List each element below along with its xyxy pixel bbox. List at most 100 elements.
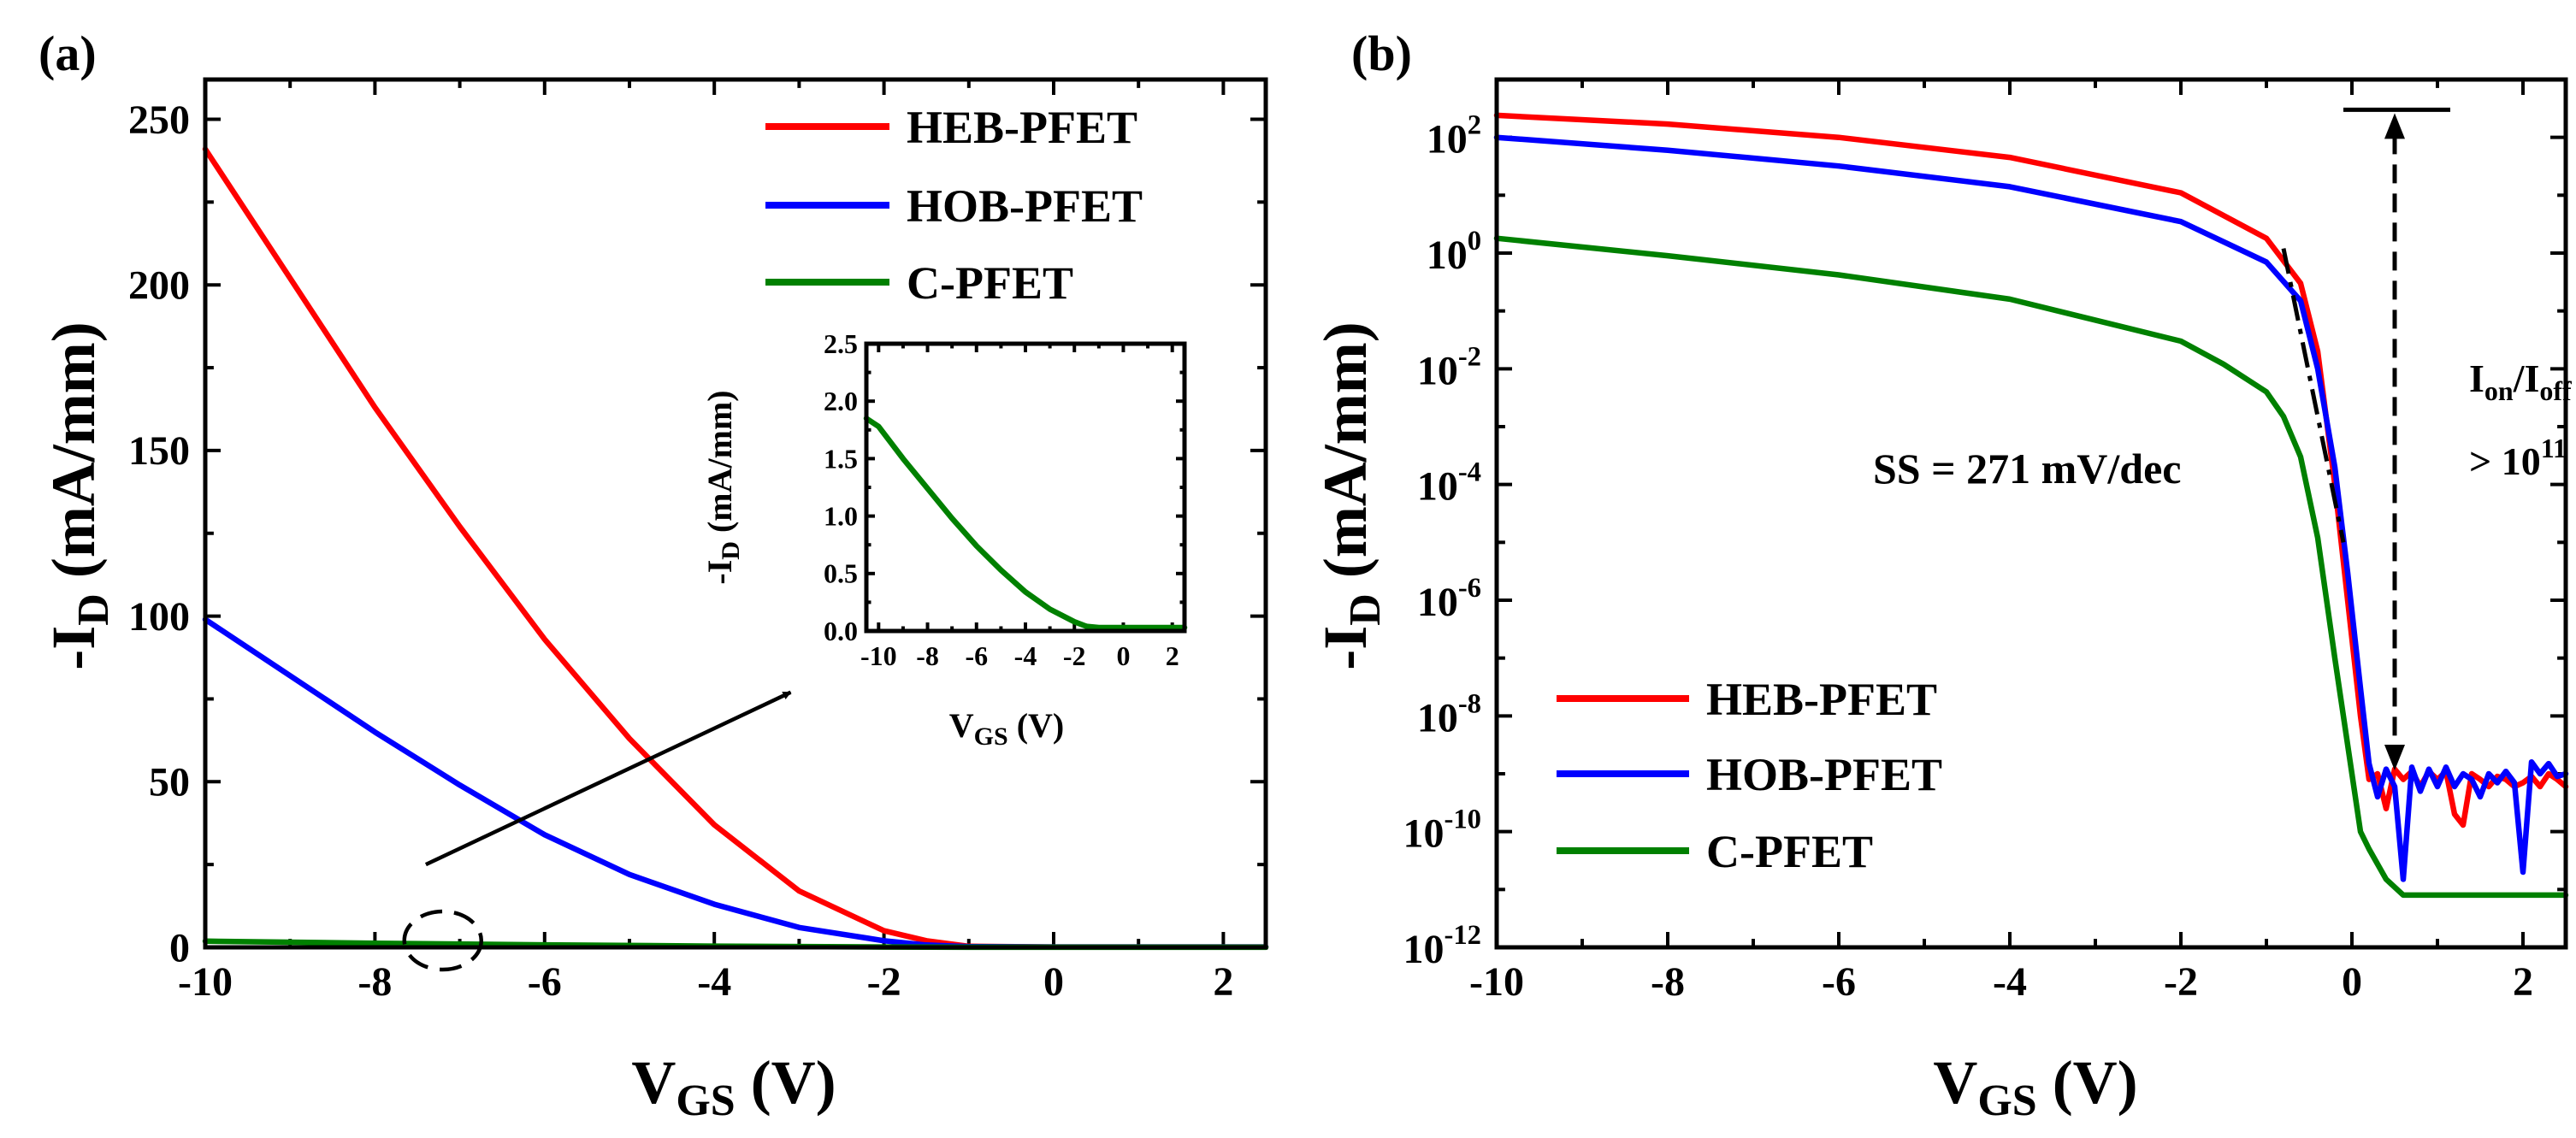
panel-a-legend-label-c: C-PFET: [907, 257, 1073, 309]
panel-b-y-tick-base: 10: [1427, 233, 1468, 278]
inset-x-tick-label: -4: [1014, 640, 1037, 671]
panel-b-y-tick-exponent: 0: [1468, 226, 1481, 256]
panel-b-legend-label-c: C-PFET: [1706, 826, 1873, 877]
panel-b-y-tick-base: 10: [1417, 464, 1458, 510]
panel-b-y-tick-base: 10: [1403, 811, 1445, 857]
panel-a-y-axis-title-sub: D: [69, 593, 118, 626]
inset-plot-area: [866, 344, 1185, 631]
inset-y-tick-label: 2.0: [824, 386, 858, 416]
panel-a-axes-frame: [203, 77, 1268, 950]
panel-a-y-axis-title-unit: (mA/mm): [39, 321, 108, 593]
panel-a-legend-label-hob: HOB-PFET: [907, 180, 1143, 232]
panel-b-label: (b): [1351, 26, 1412, 81]
ss-annotation: SS = 271 mV/dec: [1873, 445, 2181, 492]
panel-b-y-tick-exponent: -8: [1458, 688, 1481, 719]
panel-a-x-tick-label: 0: [1043, 959, 1064, 1005]
panel-b-y-tick-label: 10-10: [1403, 805, 1482, 857]
panel-b-x-tick-label: -2: [2164, 959, 2198, 1005]
panel-b-y-tick-exponent: 2: [1468, 110, 1481, 141]
ratio-exponent: 11: [2541, 433, 2567, 463]
inset-axes-frame: [864, 341, 1187, 634]
panel-b-series-c-pfet: [1493, 235, 2569, 899]
panel-b-y-tick-exponent: -2: [1458, 341, 1481, 372]
inset-x-axis-title-main: V: [949, 706, 974, 745]
panel-b-y-tick-label: 102: [1427, 110, 1481, 162]
panel-a-x-tick-label: -8: [357, 959, 392, 1005]
panel-a-x-tick-label: -2: [867, 959, 901, 1005]
ratio-i-on: I: [2469, 357, 2484, 400]
inset-y-tick-label: 1.0: [824, 500, 858, 531]
on-off-ratio-label-line1: Ion/Ioff: [2469, 357, 2572, 406]
panel-a-y-tick-label: 0: [169, 925, 190, 970]
panel-a-y-tick-label: 250: [128, 97, 190, 143]
inset-y-tick-label: 0.5: [824, 558, 858, 589]
inset-x-tick-label: 2: [1166, 640, 1179, 671]
panel-b-y-axis-title-sub: D: [1341, 593, 1390, 626]
panel-a-legend: HEB-PFET HOB-PFET C-PFET: [765, 102, 1143, 309]
inset-x-axis-title-sub: GS: [974, 722, 1008, 751]
panel-a-legend-entry-heb: HEB-PFET: [765, 102, 1137, 153]
panel-a-y-tick-label: 200: [128, 263, 190, 309]
panel-b-y-axis-title-unit: (mA/mm): [1311, 321, 1380, 593]
panel-b-x-tick-label: -10: [1469, 959, 1524, 1005]
panel-a-x-axis-title-main: V: [631, 1048, 676, 1117]
panel-a-legend-label-heb: HEB-PFET: [907, 102, 1137, 153]
panel-a-x-tick-label: -10: [178, 959, 233, 1005]
panel-b-y-tick-exponent: -6: [1458, 573, 1481, 604]
panel-b-x-tick-label: 2: [2513, 959, 2533, 1005]
panel-b-legend-entry-heb: HEB-PFET: [1557, 674, 1937, 725]
panel-a-label: (a): [38, 26, 97, 81]
panel-b-legend-label-hob: HOB-PFET: [1706, 749, 1942, 800]
panel-b-y-tick-base: 10: [1403, 927, 1445, 972]
panel-b-y-tick-label: 10-8: [1417, 688, 1481, 740]
inset-y-axis-title: -ID (mA/mm): [700, 390, 745, 584]
inset-y-tick-label: 0.0: [824, 616, 858, 646]
panel-a-x-axis-title-sub: GS: [676, 1076, 735, 1125]
panel-b-legend-label-heb: HEB-PFET: [1706, 674, 1937, 725]
inset-series-c-pfet: [863, 416, 1188, 631]
panel-b-x-tick-label: -4: [1993, 959, 2027, 1005]
panel-a-zoom-ellipse: [402, 909, 484, 972]
panel-b-y-tick-base: 10: [1427, 117, 1468, 162]
panel-a-y-tick-label: 150: [128, 428, 190, 474]
panel-b-series-hob-pfet: [1493, 134, 2569, 882]
panel-b-x-axis-title-main: V: [1933, 1048, 1977, 1117]
panel-b-x-tick-label: -6: [1822, 959, 1856, 1005]
panel-b-x-tick-label: 0: [2342, 959, 2362, 1005]
panel-b-x-axis-title-sub: GS: [1977, 1076, 2036, 1125]
panel-b-y-axis-title: -ID (mA/mm): [1311, 321, 1390, 669]
panel-b-x-axis-title-unit: (V): [2037, 1048, 2138, 1117]
on-off-ratio-label-line2: > 1011: [2469, 433, 2567, 483]
panel-b-y-tick-base: 10: [1417, 348, 1458, 393]
panel-b-y-tick-exponent: -12: [1445, 920, 1482, 951]
inset-y-tick-label: 1.5: [824, 443, 858, 474]
ratio-sub-on: on: [2484, 375, 2514, 406]
ratio-sub-off: off: [2539, 375, 2572, 406]
panel-a-legend-entry-hob: HOB-PFET: [765, 180, 1143, 232]
inset-y-axis-title-main: -I: [700, 560, 739, 585]
ratio-arrow-head-up: [2384, 113, 2405, 139]
panel-a-inset: -ID (mA/mm) VGS (V) -10 -8 -6 -4 -2 0 2 0.0 0.5 1…: [700, 328, 1188, 751]
panel-b-axes-frame: [1494, 77, 2568, 950]
ratio-gt-10: > 10: [2469, 439, 2541, 483]
inset-y-tick-label: 2.5: [824, 328, 858, 359]
panel-a-x-tick-label: 2: [1213, 959, 1233, 1005]
inset-x-tick-label: 0: [1116, 640, 1130, 671]
panel-b-y-tick-base: 10: [1417, 695, 1458, 740]
panel-a-y-tick-label: 50: [149, 760, 190, 805]
panel-b-legend-entry-c: C-PFET: [1557, 826, 1873, 877]
panel-a-x-axis-title-unit: (V): [736, 1048, 836, 1117]
panel-b-y-tick-label: 10-12: [1403, 920, 1482, 972]
panel-b-y-tick-exponent: -10: [1445, 805, 1482, 835]
inset-x-axis-title-unit: (V): [1008, 706, 1065, 745]
panel-a-y-tick-label: 100: [128, 594, 190, 640]
panel-b-legend: HEB-PFET HOB-PFET C-PFET: [1557, 674, 1942, 877]
inset-x-tick-label: -8: [916, 640, 939, 671]
panel-b-y-tick-label: 10-6: [1417, 573, 1481, 625]
inset-x-tick-label: -6: [965, 640, 988, 671]
panel-a: (a) -ID (mA/mm) VGS (V) -10 -8 -6 -4 -2 0 2050…: [38, 26, 1269, 1125]
panel-a-y-axis-title-main: -I: [39, 626, 108, 670]
panel-b-y-tick-label: 10-4: [1417, 457, 1481, 510]
panel-b-y-axis-title-main: -I: [1311, 626, 1380, 670]
